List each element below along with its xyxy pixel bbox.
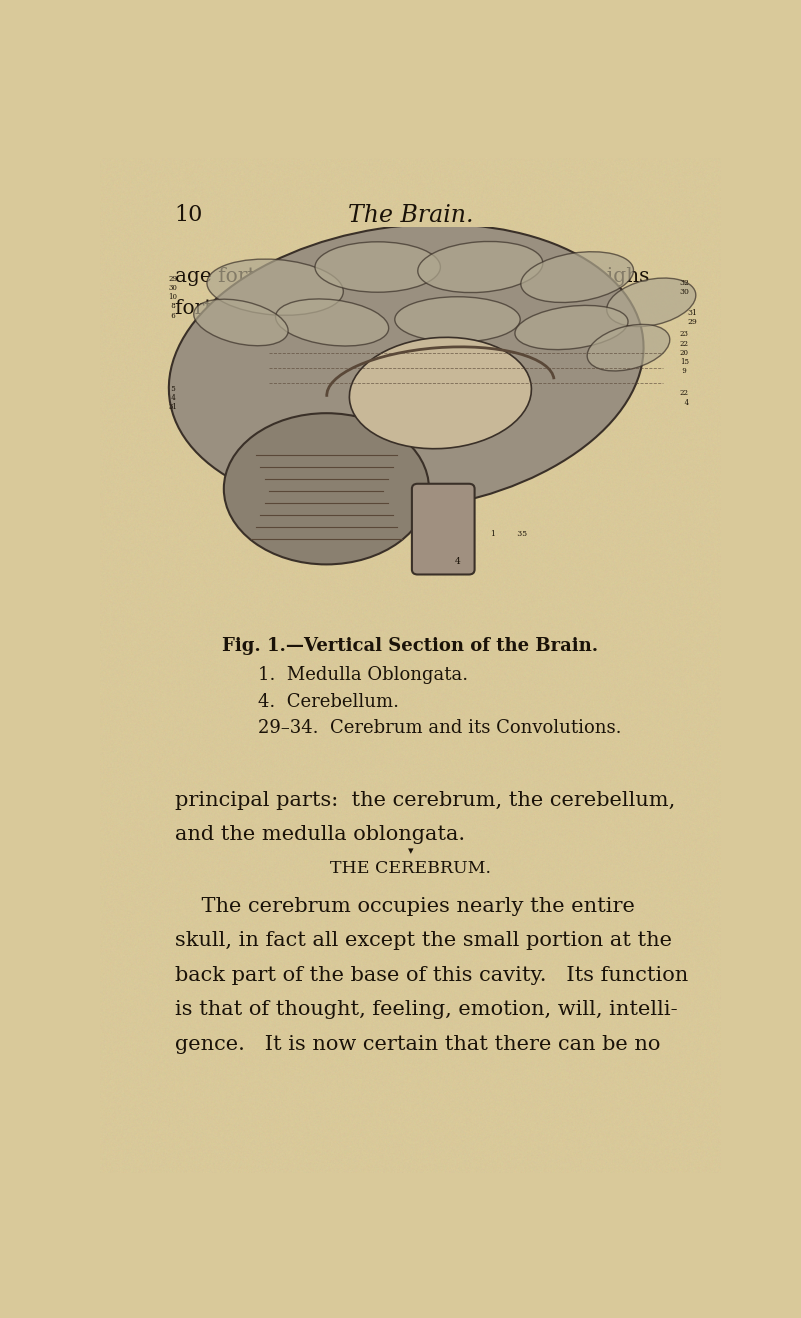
Text: 1         35: 1 35 [491,530,527,538]
Text: and the medulla oblongata.: and the medulla oblongata. [175,825,465,844]
Text: 29
30
10
 8
 6: 29 30 10 8 6 [168,275,177,320]
Ellipse shape [169,224,643,511]
Text: 29–34.  Cerebrum and its Convolutions.: 29–34. Cerebrum and its Convolutions. [259,720,622,737]
Ellipse shape [223,414,429,564]
Text: principal parts:  the cerebrum, the cerebellum,: principal parts: the cerebrum, the cereb… [175,791,675,811]
Text: gence.   It is now certain that there can be no: gence. It is now certain that there can … [175,1035,660,1054]
Ellipse shape [418,241,543,293]
Text: age forty-eight ounces;  that of woman weighs: age forty-eight ounces; that of woman we… [175,266,649,286]
Ellipse shape [515,306,628,349]
Text: 4.  Cerebellum.: 4. Cerebellum. [259,692,400,710]
FancyBboxPatch shape [412,484,474,575]
Ellipse shape [276,299,388,347]
Text: THE CEREBRUM.: THE CEREBRUM. [330,861,491,878]
Ellipse shape [207,260,344,315]
Ellipse shape [349,337,531,448]
Text: 5
 4
31: 5 4 31 [168,385,177,411]
Ellipse shape [395,297,520,343]
Text: skull, in fact all except the small portion at the: skull, in fact all except the small port… [175,932,671,950]
Text: The cerebrum occupies nearly the entire: The cerebrum occupies nearly the entire [175,898,634,916]
Ellipse shape [587,324,670,370]
Text: 23
22
20
15
 9: 23 22 20 15 9 [680,331,689,376]
Ellipse shape [606,278,696,327]
Text: 22
  4: 22 4 [680,390,689,407]
Ellipse shape [521,252,634,303]
Text: forty-four ounces.  It is separated into three: forty-four ounces. It is separated into … [175,299,625,318]
Text: back part of the base of this cavity.   Its function: back part of the base of this cavity. It… [175,966,688,985]
Text: 1.  Medulla Oblongata.: 1. Medulla Oblongata. [259,666,469,684]
Text: 31
29: 31 29 [688,308,698,326]
Ellipse shape [194,299,288,345]
Text: 10: 10 [175,204,203,225]
Text: is that of thought, feeling, emotion, will, intelli-: is that of thought, feeling, emotion, wi… [175,1000,677,1020]
Text: 4: 4 [455,558,461,565]
Text: The Brain.: The Brain. [348,204,473,227]
Text: 32
30: 32 30 [680,278,690,295]
Text: ▾: ▾ [408,846,413,857]
Ellipse shape [315,241,441,293]
Text: Fig. 1.—Vertical Section of the Brain.: Fig. 1.—Vertical Section of the Brain. [223,637,598,655]
